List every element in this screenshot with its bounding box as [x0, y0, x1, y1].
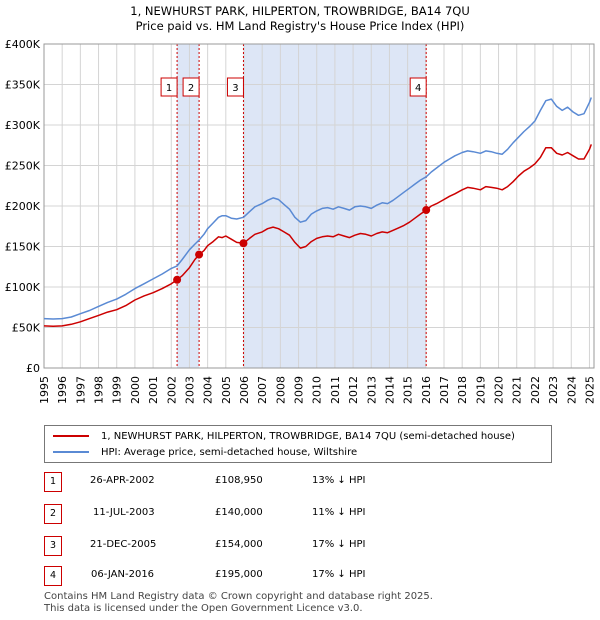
transaction-badge-label: 2 — [188, 83, 194, 94]
transaction-badge — [160, 77, 178, 97]
row-price: £108,950 — [215, 475, 263, 486]
transaction-badge — [226, 77, 244, 97]
chart-subtitle: Price paid vs. HM Land Registry's House … — [135, 19, 465, 33]
legend-swatch-price — [53, 435, 89, 437]
x-tick-label: 2015 — [402, 376, 415, 404]
y-tick-label: £300K — [5, 119, 41, 132]
legend-item-price: 1, NEWHURST PARK, HILPERTON, TROWBRIDGE,… — [53, 428, 515, 444]
x-tick-label: 1995 — [38, 376, 51, 404]
row-date: 26-APR-2002 — [90, 475, 155, 486]
transaction-point — [173, 275, 182, 284]
x-tick-label: 2000 — [129, 376, 142, 404]
x-tick-label: 2002 — [165, 376, 178, 404]
transaction-badge-label: 3 — [232, 83, 238, 94]
footer-licence: This data is licensed under the Open Gov… — [44, 603, 363, 614]
legend-swatch-hpi — [53, 451, 89, 453]
x-tick-label: 2013 — [365, 376, 378, 404]
table-row: 3 21-DEC-2005 £154,000 17% ↓ HPI — [0, 536, 600, 556]
row-marker-badge: 1 — [44, 472, 62, 492]
y-tick-label: £350K — [5, 79, 41, 92]
x-tick-label: 2007 — [256, 376, 269, 404]
row-price: £140,000 — [215, 507, 263, 518]
row-price: £195,000 — [215, 569, 263, 580]
x-tick-label: 2011 — [329, 376, 342, 404]
table-row: 4 06-JAN-2016 £195,000 17% ↓ HPI — [0, 566, 600, 586]
y-tick-label: £100K — [5, 281, 41, 294]
row-hpi-diff: 17% ↓ HPI — [312, 569, 366, 580]
row-hpi-diff: 11% ↓ HPI — [312, 507, 366, 518]
x-tick-label: 2012 — [347, 376, 360, 404]
x-tick-label: 1996 — [56, 376, 69, 404]
legend-label-price: 1, NEWHURST PARK, HILPERTON, TROWBRIDGE,… — [101, 430, 515, 442]
row-price: £154,000 — [215, 539, 263, 550]
row-date: 11-JUL-2003 — [93, 507, 155, 518]
transaction-point — [422, 206, 431, 215]
y-tick-label: £400K — [5, 38, 41, 51]
x-tick-label: 1997 — [74, 376, 87, 404]
row-marker-badge: 4 — [44, 566, 62, 586]
x-tick-label: 2020 — [493, 376, 506, 404]
x-tick-label: 2006 — [238, 376, 251, 404]
legend: 1, NEWHURST PARK, HILPERTON, TROWBRIDGE,… — [44, 425, 552, 463]
x-tick-label: 2009 — [293, 376, 306, 404]
table-row: 2 11-JUL-2003 £140,000 11% ↓ HPI — [0, 504, 600, 524]
transaction-badge — [409, 77, 427, 97]
x-tick-label: 2005 — [220, 376, 233, 404]
y-tick-label: £250K — [5, 160, 41, 173]
table-row: 1 26-APR-2002 £108,950 13% ↓ HPI — [0, 472, 600, 492]
x-tick-label: 2021 — [511, 376, 524, 404]
legend-label-hpi: HPI: Average price, semi-detached house,… — [101, 446, 358, 458]
chart-title: 1, NEWHURST PARK, HILPERTON, TROWBRIDGE,… — [130, 4, 470, 18]
row-date: 06-JAN-2016 — [91, 569, 155, 580]
transaction-point — [195, 250, 204, 259]
y-tick-label: £0 — [26, 362, 40, 375]
plot-frame — [43, 43, 595, 369]
row-marker-badge: 2 — [44, 504, 62, 524]
x-tick-label: 2019 — [474, 376, 487, 404]
x-tick-label: 2008 — [274, 376, 287, 404]
x-tick-label: 1999 — [111, 376, 124, 404]
y-tick-label: £200K — [5, 200, 41, 213]
x-tick-label: 2022 — [529, 376, 542, 404]
y-tick-label: £150K — [5, 241, 41, 254]
x-tick-label: 2016 — [420, 376, 433, 404]
row-date: 21-DEC-2005 — [90, 539, 157, 550]
x-tick-label: 2024 — [565, 376, 578, 404]
x-tick-label: 2010 — [311, 376, 324, 404]
x-tick-label: 2014 — [383, 376, 396, 404]
transaction-point — [239, 239, 248, 248]
legend-item-hpi: HPI: Average price, semi-detached house,… — [53, 444, 357, 460]
x-tick-label: 2017 — [438, 376, 451, 404]
row-marker-badge: 3 — [44, 536, 62, 556]
x-tick-label: 2023 — [547, 376, 560, 404]
transaction-badge-label: 1 — [166, 83, 172, 94]
y-tick-label: £50K — [12, 322, 41, 335]
x-tick-label: 1998 — [93, 376, 106, 404]
x-tick-label: 2025 — [583, 376, 596, 404]
x-tick-label: 2018 — [456, 376, 469, 404]
row-hpi-diff: 17% ↓ HPI — [312, 539, 366, 550]
price-chart: 1 2 3 4 £0 £50K £100K £150K £200K £250K £300K £350K… — [5, 38, 597, 404]
x-tick-label: 2003 — [183, 376, 196, 404]
transaction-badge — [182, 77, 200, 97]
x-tick-label: 2004 — [202, 376, 215, 404]
row-hpi-diff: 13% ↓ HPI — [312, 475, 366, 486]
series-line-hpi — [43, 97, 593, 320]
transaction-badge-label: 4 — [415, 83, 421, 94]
footer-copyright: Contains HM Land Registry data © Crown c… — [44, 591, 433, 602]
x-tick-label: 2001 — [147, 376, 160, 404]
